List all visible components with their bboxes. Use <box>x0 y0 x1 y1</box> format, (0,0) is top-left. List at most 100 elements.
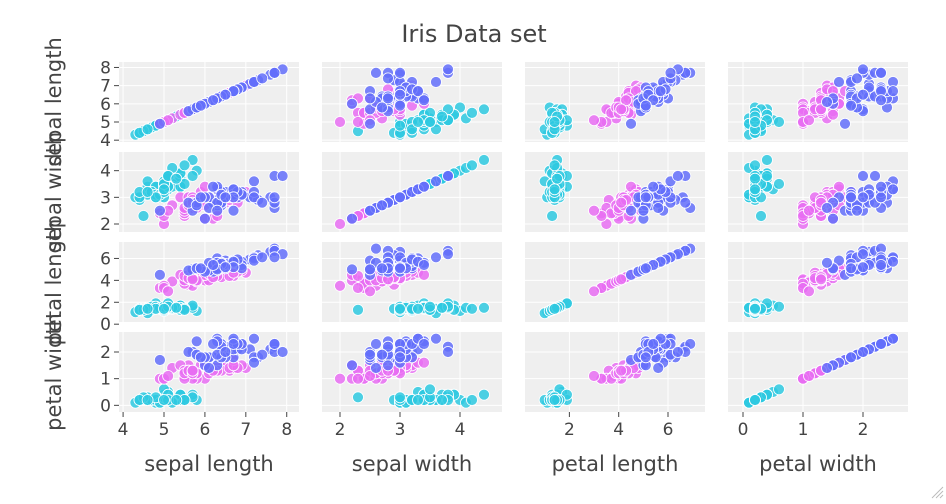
data-point-series-1[interactable] <box>827 108 839 121</box>
data-point-series-2[interactable] <box>875 191 887 204</box>
data-point-series-2[interactable] <box>442 346 454 358</box>
data-point-series-2[interactable] <box>857 191 869 204</box>
data-point-series-1[interactable] <box>352 282 364 294</box>
data-point-series-0[interactable] <box>352 391 364 404</box>
data-point-series-2[interactable] <box>248 332 260 345</box>
data-point-series-0[interactable] <box>466 302 478 315</box>
data-point-series-2[interactable] <box>227 338 240 350</box>
data-point-series-1[interactable] <box>418 269 430 281</box>
data-point-series-0[interactable] <box>394 302 406 315</box>
data-point-series-0[interactable] <box>394 119 406 132</box>
data-point-series-2[interactable] <box>207 180 219 193</box>
cell-sepal-width-vs-sepal-width[interactable] <box>322 152 502 232</box>
data-point-series-1[interactable] <box>352 372 364 385</box>
data-point-series-2[interactable] <box>857 261 869 274</box>
data-point-series-1[interactable] <box>334 116 346 128</box>
data-point-series-2[interactable] <box>821 256 833 269</box>
data-point-series-2[interactable] <box>430 251 442 264</box>
cell-petal-length-vs-petal-length[interactable] <box>525 242 705 325</box>
data-point-series-0[interactable] <box>773 300 785 313</box>
data-point-series-1[interactable] <box>815 273 827 286</box>
data-point-series-0[interactable] <box>170 394 183 406</box>
data-point-series-2[interactable] <box>637 204 650 217</box>
data-point-series-2[interactable] <box>370 66 382 79</box>
data-point-series-2[interactable] <box>875 259 887 271</box>
data-point-series-2[interactable] <box>887 183 899 196</box>
data-point-series-1[interactable] <box>615 273 628 286</box>
data-point-series-2[interactable] <box>654 85 667 98</box>
data-point-series-0[interactable] <box>749 159 761 172</box>
data-point-series-0[interactable] <box>749 172 761 185</box>
data-point-series-2[interactable] <box>346 263 358 276</box>
data-point-series-2[interactable] <box>194 262 207 275</box>
data-point-series-0[interactable] <box>412 116 424 128</box>
data-point-series-2[interactable] <box>875 94 887 107</box>
data-point-series-0[interactable] <box>186 154 199 166</box>
data-point-series-2[interactable] <box>194 99 207 112</box>
data-point-series-2[interactable] <box>190 335 203 348</box>
data-point-series-0[interactable] <box>478 388 490 401</box>
data-point-series-1[interactable] <box>588 370 600 382</box>
data-point-series-2[interactable] <box>154 117 166 130</box>
data-point-series-2[interactable] <box>418 259 430 271</box>
data-point-series-1[interactable] <box>615 196 628 209</box>
data-point-series-2[interactable] <box>887 255 899 268</box>
resize-handle-icon[interactable] <box>930 484 944 499</box>
data-point-series-2[interactable] <box>370 242 382 255</box>
data-point-series-2[interactable] <box>364 348 376 361</box>
data-point-series-1[interactable] <box>352 116 364 128</box>
data-point-series-2[interactable] <box>394 351 406 364</box>
data-point-series-2[interactable] <box>219 346 232 358</box>
data-point-series-2[interactable] <box>154 354 166 366</box>
data-point-series-2[interactable] <box>370 338 382 350</box>
data-point-series-1[interactable] <box>803 370 815 382</box>
data-point-series-2[interactable] <box>268 191 281 204</box>
data-point-series-2[interactable] <box>821 362 833 374</box>
data-point-series-2[interactable] <box>412 85 424 98</box>
data-point-series-2[interactable] <box>430 76 442 88</box>
data-point-series-0[interactable] <box>749 116 761 128</box>
data-point-series-0[interactable] <box>546 210 559 222</box>
data-point-series-2[interactable] <box>418 94 430 107</box>
data-point-series-2[interactable] <box>364 263 376 276</box>
data-point-series-2[interactable] <box>639 262 652 275</box>
data-point-series-2[interactable] <box>346 212 358 225</box>
data-point-series-1[interactable] <box>620 94 632 107</box>
data-point-series-2[interactable] <box>671 170 684 182</box>
data-point-series-0[interactable] <box>141 302 154 315</box>
cell-sepal-length-vs-sepal-length[interactable] <box>119 62 299 142</box>
data-point-series-2[interactable] <box>376 199 388 212</box>
data-point-series-2[interactable] <box>248 356 260 369</box>
cell-sepal-length-vs-petal-length[interactable] <box>525 62 705 142</box>
data-point-series-2[interactable] <box>256 251 269 264</box>
data-point-series-1[interactable] <box>162 370 174 382</box>
data-point-series-1[interactable] <box>615 364 628 377</box>
data-point-series-0[interactable] <box>141 394 154 406</box>
data-point-series-0[interactable] <box>141 186 154 198</box>
data-point-series-2[interactable] <box>418 338 430 350</box>
data-point-series-2[interactable] <box>430 175 442 188</box>
data-point-series-0[interactable] <box>170 301 183 314</box>
data-point-series-2[interactable] <box>394 99 406 112</box>
data-point-series-0[interactable] <box>466 107 478 119</box>
data-point-series-2[interactable] <box>857 346 869 358</box>
data-point-series-2[interactable] <box>857 88 869 101</box>
data-point-series-0[interactable] <box>352 304 364 316</box>
data-point-series-0[interactable] <box>424 383 436 396</box>
data-point-series-0[interactable] <box>412 394 424 406</box>
data-point-series-2[interactable] <box>194 351 207 364</box>
data-point-series-2[interactable] <box>857 170 869 182</box>
data-point-series-2[interactable] <box>639 351 652 364</box>
data-point-series-1[interactable] <box>803 114 815 127</box>
data-point-series-2[interactable] <box>219 88 232 101</box>
data-point-series-2[interactable] <box>364 117 376 130</box>
data-point-series-0[interactable] <box>551 172 563 185</box>
data-point-series-0[interactable] <box>548 394 561 406</box>
data-point-series-0[interactable] <box>749 302 761 315</box>
data-point-series-1[interactable] <box>334 372 346 385</box>
data-point-series-1[interactable] <box>588 114 600 127</box>
data-point-series-0[interactable] <box>773 383 785 396</box>
data-point-series-0[interactable] <box>478 301 490 314</box>
data-point-series-0[interactable] <box>178 178 191 190</box>
data-point-series-1[interactable] <box>803 285 815 298</box>
